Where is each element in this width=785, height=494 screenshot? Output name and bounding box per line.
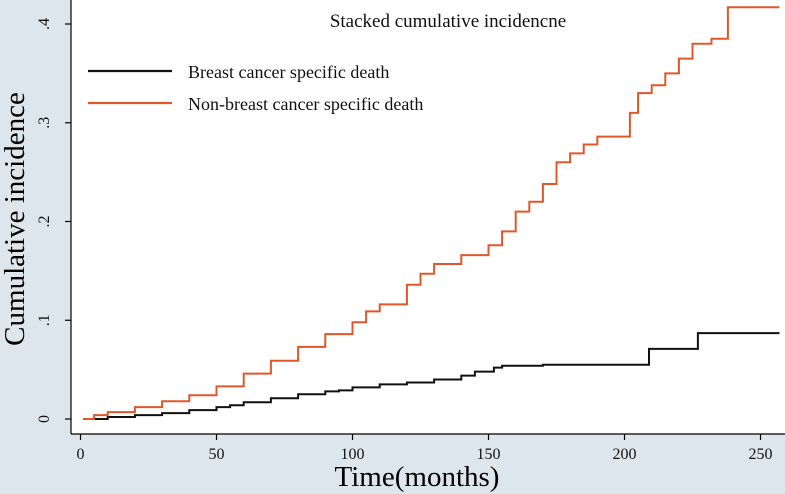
y-tick-label: .3 <box>36 117 53 129</box>
series-line-non-breast-cancer <box>83 6 780 420</box>
x-tick-label: 150 <box>477 446 501 463</box>
y-tick-label: .4 <box>36 18 53 30</box>
x-tick-label: 100 <box>341 446 365 463</box>
legend: Breast cancer specific death Non-breast … <box>88 62 423 114</box>
chart-title: Stacked cumulative incidencne <box>330 11 566 32</box>
axis-ticks: 0 50 100 150 200 250 0 .1 .2 .3 .4 <box>36 18 773 463</box>
x-axis-label: Time(months) <box>335 461 500 493</box>
x-tick-label: 250 <box>749 446 773 463</box>
x-tick-label: 0 <box>77 446 85 463</box>
x-tick-label: 50 <box>209 446 225 463</box>
y-tick-label: .1 <box>36 314 53 326</box>
series-lines <box>83 6 780 420</box>
legend-label-non-breast-cancer: Non-breast cancer specific death <box>188 94 423 114</box>
y-axis-label: Cumulative incidence <box>0 92 31 346</box>
plot-area <box>71 0 785 434</box>
legend-label-breast-cancer: Breast cancer specific death <box>188 62 389 82</box>
series-line-breast-cancer <box>83 332 780 420</box>
y-tick-label: 0 <box>36 415 53 423</box>
x-tick-label: 200 <box>613 446 637 463</box>
y-tick-label: .2 <box>36 216 53 228</box>
